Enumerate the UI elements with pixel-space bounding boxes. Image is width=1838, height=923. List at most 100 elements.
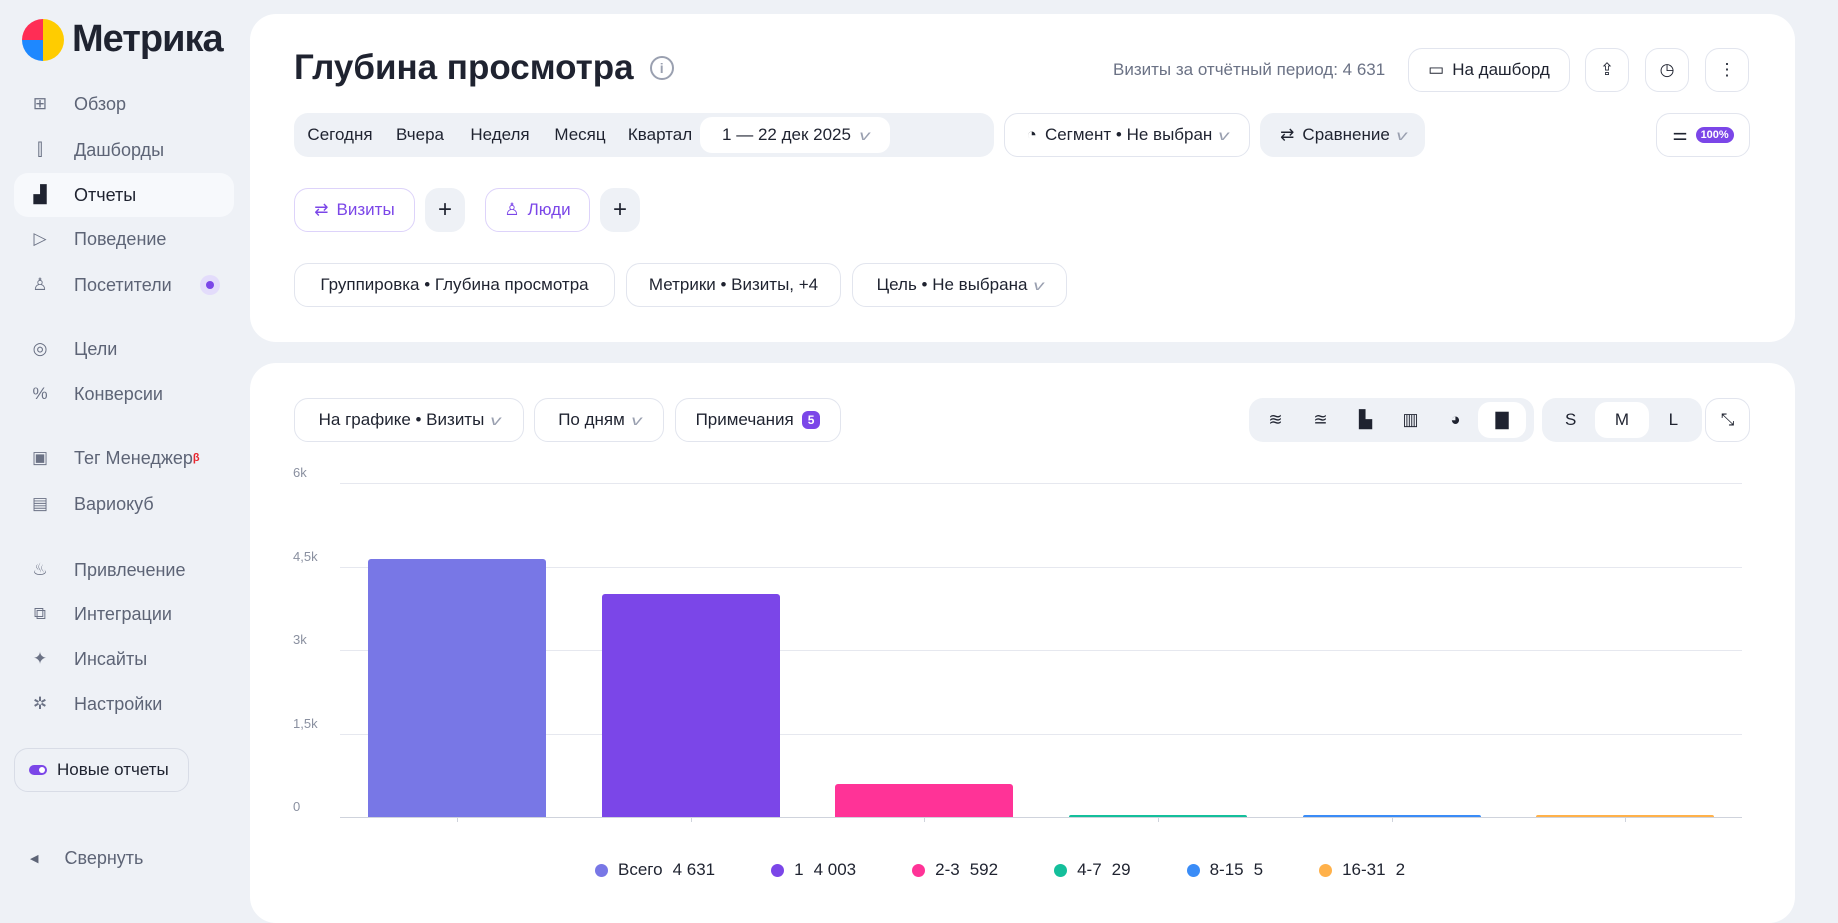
sidebar-item-2[interactable]: ▟ Отчеты — [14, 173, 234, 217]
more-vertical-icon: ⋮ — [1718, 60, 1736, 79]
sidebar-item-8[interactable]: ▤ Вариокуб — [31, 493, 154, 514]
sidebar-item-11[interactable]: ✦ Инсайты — [14, 637, 234, 681]
line-chart-icon[interactable]: ≋ — [1268, 410, 1283, 429]
date-range-picker[interactable]: 1 — 22 дек 2025 v — [700, 117, 890, 153]
detail-dropdown[interactable]: По дням v — [534, 398, 664, 442]
period-week[interactable]: Неделя — [470, 125, 530, 144]
fire-icon: ♨ — [32, 560, 48, 579]
x-tick — [1391, 817, 1393, 822]
sidebar-item-6[interactable]: % Конверсии — [14, 372, 234, 416]
sidebar-item-3[interactable]: ▷ Поведение — [14, 217, 234, 261]
more-button[interactable]: ⋮ — [1705, 48, 1749, 92]
plus-icon: + — [612, 196, 627, 223]
y-tick-label: 3k — [293, 632, 307, 647]
visits-summary: Визиты за отчётный период: 4 631 — [1113, 60, 1386, 79]
sidebar-item-4[interactable]: ♙ Посетители — [14, 263, 234, 307]
sidebar-item-12[interactable]: ✲ Настройки — [14, 682, 234, 726]
legend-dot-icon — [1319, 863, 1333, 877]
period-today[interactable]: Сегодня — [307, 125, 373, 144]
x-tick — [1625, 817, 1627, 822]
notes-button[interactable]: Примечания 5 — [675, 398, 841, 442]
bar-2-3[interactable] — [835, 784, 1014, 817]
sidebar-item-10[interactable]: ⧉ Интеграции — [14, 592, 234, 636]
on-chart-dropdown[interactable]: На графике • Визиты v — [294, 398, 524, 442]
sparkle-icon: ✦ — [32, 649, 48, 668]
legend-item[interactable]: Всего 4 631 — [595, 860, 715, 880]
collapse-icon: ◀ — [30, 853, 39, 865]
goal-dropdown[interactable]: Цель • Не выбрана v — [852, 263, 1067, 307]
y-tick-label: 1,5k — [293, 715, 318, 731]
legend-item[interactable]: 8-15 5 — [1186, 860, 1263, 880]
pie-chart-icon[interactable]: ◕ — [1450, 410, 1461, 429]
tag-manager-icon: ▣ — [31, 448, 49, 467]
gear-icon: ✲ — [32, 694, 48, 713]
segment-dropdown[interactable]: ◔ Сегмент • Не выбран v — [1004, 113, 1250, 157]
period-selector: Сегодня Вчера Неделя Месяц Квартал 1 — 2… — [294, 113, 994, 157]
size-m[interactable]: M — [1595, 402, 1649, 438]
legend-item[interactable]: 16-31 2 — [1319, 860, 1405, 880]
sidebar-item-9[interactable]: ♨ Привлечение — [14, 548, 234, 592]
legend-item[interactable]: 2-3 592 — [912, 860, 998, 880]
period-quarter[interactable]: Квартал — [627, 125, 693, 144]
sidebar-item-5[interactable]: ◎ Цели — [14, 327, 234, 371]
chip-visits[interactable]: ⇄ Визиты — [294, 188, 415, 232]
x-tick — [924, 817, 926, 822]
collapse-chart-button[interactable]: ⤡ — [1705, 398, 1750, 442]
gridline — [340, 733, 1742, 735]
percent-icon: % — [32, 384, 48, 403]
size-l[interactable]: L — [1668, 410, 1679, 429]
gridline — [340, 650, 1742, 651]
x-tick — [456, 817, 458, 822]
new-reports-toggle[interactable]: Новые отчеты — [14, 748, 189, 792]
legend-dot-icon — [771, 863, 785, 877]
bar-8-15[interactable] — [1302, 815, 1481, 817]
reports-icon: ▟ — [33, 185, 47, 204]
beta-badge: β — [192, 452, 200, 464]
toggle-icon — [29, 765, 47, 775]
sidebar-item-0[interactable]: ⊞ Обзор — [14, 82, 234, 126]
period-yesterday[interactable]: Вчера — [396, 125, 444, 144]
clock-icon: ◷ — [1659, 60, 1675, 79]
legend-dot-icon — [595, 863, 608, 877]
chip-people[interactable]: ♙ Люди — [485, 188, 590, 232]
period-month[interactable]: Месяц — [554, 125, 606, 144]
bar-4-7[interactable] — [1068, 815, 1247, 817]
column-chart-icon[interactable]: ▙ — [1358, 410, 1373, 429]
sampling-button[interactable]: ⚌ 100% — [1656, 113, 1750, 157]
add-people-filter-button[interactable]: + — [600, 188, 640, 232]
bar-Всего[interactable] — [367, 559, 546, 817]
comparison-dropdown[interactable]: ⇄ Сравнение v — [1260, 113, 1425, 157]
area-chart-icon[interactable]: ≊ — [1313, 410, 1328, 429]
puzzle-icon: ⧉ — [33, 604, 47, 623]
chevron-down-icon: v — [490, 412, 502, 428]
stacked-column-icon[interactable]: ▥ — [1402, 410, 1419, 429]
page-title: Глубина просмотра — [294, 48, 634, 87]
legend-item[interactable]: 4-7 29 — [1054, 860, 1131, 880]
add-visits-filter-button[interactable]: + — [425, 188, 465, 232]
sidebar-item-7[interactable]: ▣ Тег Менеджер β — [31, 447, 200, 468]
bar-1[interactable] — [601, 594, 780, 817]
size-s[interactable]: S — [1565, 410, 1577, 429]
export-button[interactable]: ⇪ — [1585, 48, 1629, 92]
y-tick-label: 6k — [293, 465, 307, 480]
grouping-button[interactable]: Группировка • Глубина просмотра — [294, 263, 615, 307]
logo[interactable]: Метрика — [22, 18, 224, 61]
metrics-button[interactable]: Метрики • Визиты, +4 — [626, 263, 841, 307]
size-selector: S M L — [1542, 398, 1702, 442]
notes-count-badge: 5 — [801, 411, 821, 429]
sliders-icon: ⚌ — [1672, 125, 1688, 144]
bar-chart-icon[interactable]: ▇ — [1478, 402, 1526, 438]
legend-dot-icon — [1054, 863, 1068, 877]
collapse-button[interactable]: ◀ Свернуть — [30, 848, 144, 868]
new-indicator-icon — [200, 275, 220, 295]
bar-16-31[interactable] — [1536, 815, 1715, 817]
chevron-down-icon: v — [1033, 277, 1045, 293]
info-icon[interactable]: i — [649, 56, 674, 80]
variocube-icon: ▤ — [31, 494, 49, 513]
to-dashboard-button[interactable]: ▭ На дашборд — [1408, 48, 1570, 92]
gridline — [340, 566, 1742, 568]
history-button[interactable]: ◷ — [1645, 48, 1689, 92]
target-icon: ◎ — [32, 339, 48, 358]
sidebar-item-1[interactable]: ⫿ Дашборды — [14, 128, 234, 172]
